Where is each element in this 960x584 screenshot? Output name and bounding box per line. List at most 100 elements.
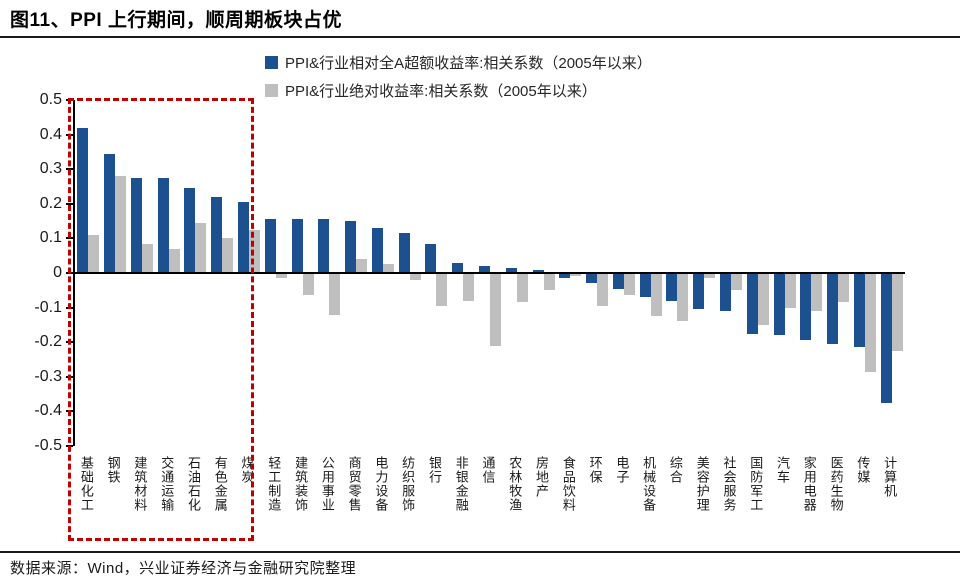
bar-relative (532, 269, 544, 273)
y-axis-tick (66, 306, 73, 309)
y-axis-tick (66, 237, 73, 240)
x-category-label: 综合 (667, 456, 683, 484)
y-axis-tick (66, 410, 73, 413)
legend-label-absolute: PPI&行业绝对收益率:相关系数（2005年以来） (285, 83, 597, 100)
x-category-label: 钢铁 (105, 456, 121, 484)
bar-absolute (222, 238, 234, 273)
bar-relative (264, 219, 276, 273)
x-category-label: 电力设备 (373, 456, 389, 512)
bar-absolute (838, 273, 850, 303)
bar-absolute (516, 273, 528, 303)
bar-relative (425, 243, 437, 273)
y-axis-tick (66, 168, 73, 171)
bar-absolute (356, 259, 368, 273)
x-category-label: 机械设备 (641, 456, 657, 512)
bar-absolute (382, 264, 394, 273)
y-axis-tick-label: -0.3 (34, 367, 62, 385)
bar-relative (371, 228, 383, 273)
x-category-label: 建筑材料 (132, 456, 148, 512)
source-note: 数据来源：Wind，兴业证券经济与金融研究院整理 (10, 560, 357, 577)
zero-axis-line (73, 272, 905, 274)
bar-absolute (463, 273, 475, 301)
bar-relative (773, 273, 785, 336)
bar-relative (880, 273, 892, 403)
x-category-label: 电子 (614, 456, 630, 484)
legend-item-relative: PPI&行业相对全A超额收益率:相关系数（2005年以来） (265, 52, 652, 73)
bar-absolute (115, 176, 127, 273)
bar-relative (559, 273, 571, 279)
bar-absolute (275, 273, 287, 279)
bar-absolute (570, 273, 582, 277)
bar-absolute (811, 273, 823, 312)
y-axis-tick-label: 0.2 (39, 194, 62, 212)
x-category-label: 银行 (426, 456, 442, 484)
bar-absolute (704, 273, 716, 279)
figure-title: 图11、PPI 上行期间，顺周期板块占优 (10, 10, 342, 31)
y-axis-tick (66, 445, 73, 447)
y-axis-tick-label: 0.1 (39, 229, 62, 247)
bar-absolute (623, 273, 635, 296)
bar-relative (586, 273, 598, 284)
y-axis-tick (66, 375, 73, 378)
y-axis-tick (66, 133, 73, 136)
bar-relative (746, 273, 758, 334)
x-category-label: 轻工制造 (266, 456, 282, 512)
x-category-label: 基础化工 (78, 456, 94, 512)
x-category-label: 非银金融 (453, 456, 469, 512)
title-divider (0, 36, 960, 38)
x-category-label: 社会服务 (721, 456, 737, 512)
bar-relative (211, 196, 223, 273)
bar-relative (719, 273, 731, 312)
bar-absolute (864, 273, 876, 372)
y-axis-tick-label: -0.5 (34, 437, 62, 454)
x-category-label: 计算机 (882, 456, 898, 498)
bar-relative (666, 273, 678, 301)
x-category-label: 煤炭 (239, 456, 255, 484)
bar-relative (612, 273, 624, 289)
bar-absolute (168, 248, 180, 273)
bar-absolute (490, 273, 501, 346)
bar-absolute (891, 273, 903, 351)
footer-divider (0, 551, 960, 553)
bar-absolute (249, 229, 261, 273)
x-category-label: 公用事业 (319, 456, 335, 512)
bar-absolute (436, 273, 448, 306)
x-category-label: 建筑装饰 (293, 456, 309, 512)
bar-relative (184, 188, 196, 273)
bar-relative (853, 273, 865, 348)
bar-relative (639, 273, 651, 298)
bar-relative (505, 267, 517, 273)
bar-relative (157, 177, 169, 273)
bar-relative (345, 221, 357, 273)
x-category-label: 汽车 (775, 456, 791, 484)
x-category-label: 纺织服饰 (400, 456, 416, 512)
bar-absolute (543, 273, 555, 291)
bar-relative (398, 233, 410, 273)
chart-legend: PPI&行业相对全A超额收益率:相关系数（2005年以来） PPI&行业绝对收益… (265, 52, 652, 101)
bar-relative (104, 153, 116, 273)
x-category-label: 房地产 (534, 456, 550, 498)
bar-absolute (88, 234, 100, 273)
y-axis-tick (66, 341, 73, 344)
legend-item-absolute: PPI&行业绝对收益率:相关系数（2005年以来） (265, 80, 652, 101)
y-axis-tick (66, 202, 73, 205)
x-category-label: 石油石化 (185, 456, 201, 512)
x-category-label: 传媒 (855, 456, 871, 484)
plot-area (73, 100, 905, 446)
bar-absolute (677, 273, 689, 322)
bar-absolute (650, 273, 662, 317)
bar-relative (827, 273, 839, 344)
bar-absolute (597, 273, 609, 306)
y-axis-tick-label: -0.4 (34, 402, 62, 420)
bar-relative (452, 262, 464, 273)
bar-absolute (329, 273, 341, 315)
legend-marker-blue-icon (265, 56, 278, 69)
x-category-label: 美容护理 (694, 456, 710, 512)
x-category-label: 环保 (587, 456, 603, 484)
x-category-label: 国防军工 (748, 456, 764, 512)
x-category-label: 交通运输 (159, 456, 175, 512)
x-category-label: 农林牧渔 (507, 456, 523, 512)
bar-absolute (302, 273, 314, 296)
bar-relative (130, 177, 142, 273)
bar-absolute (784, 273, 796, 308)
